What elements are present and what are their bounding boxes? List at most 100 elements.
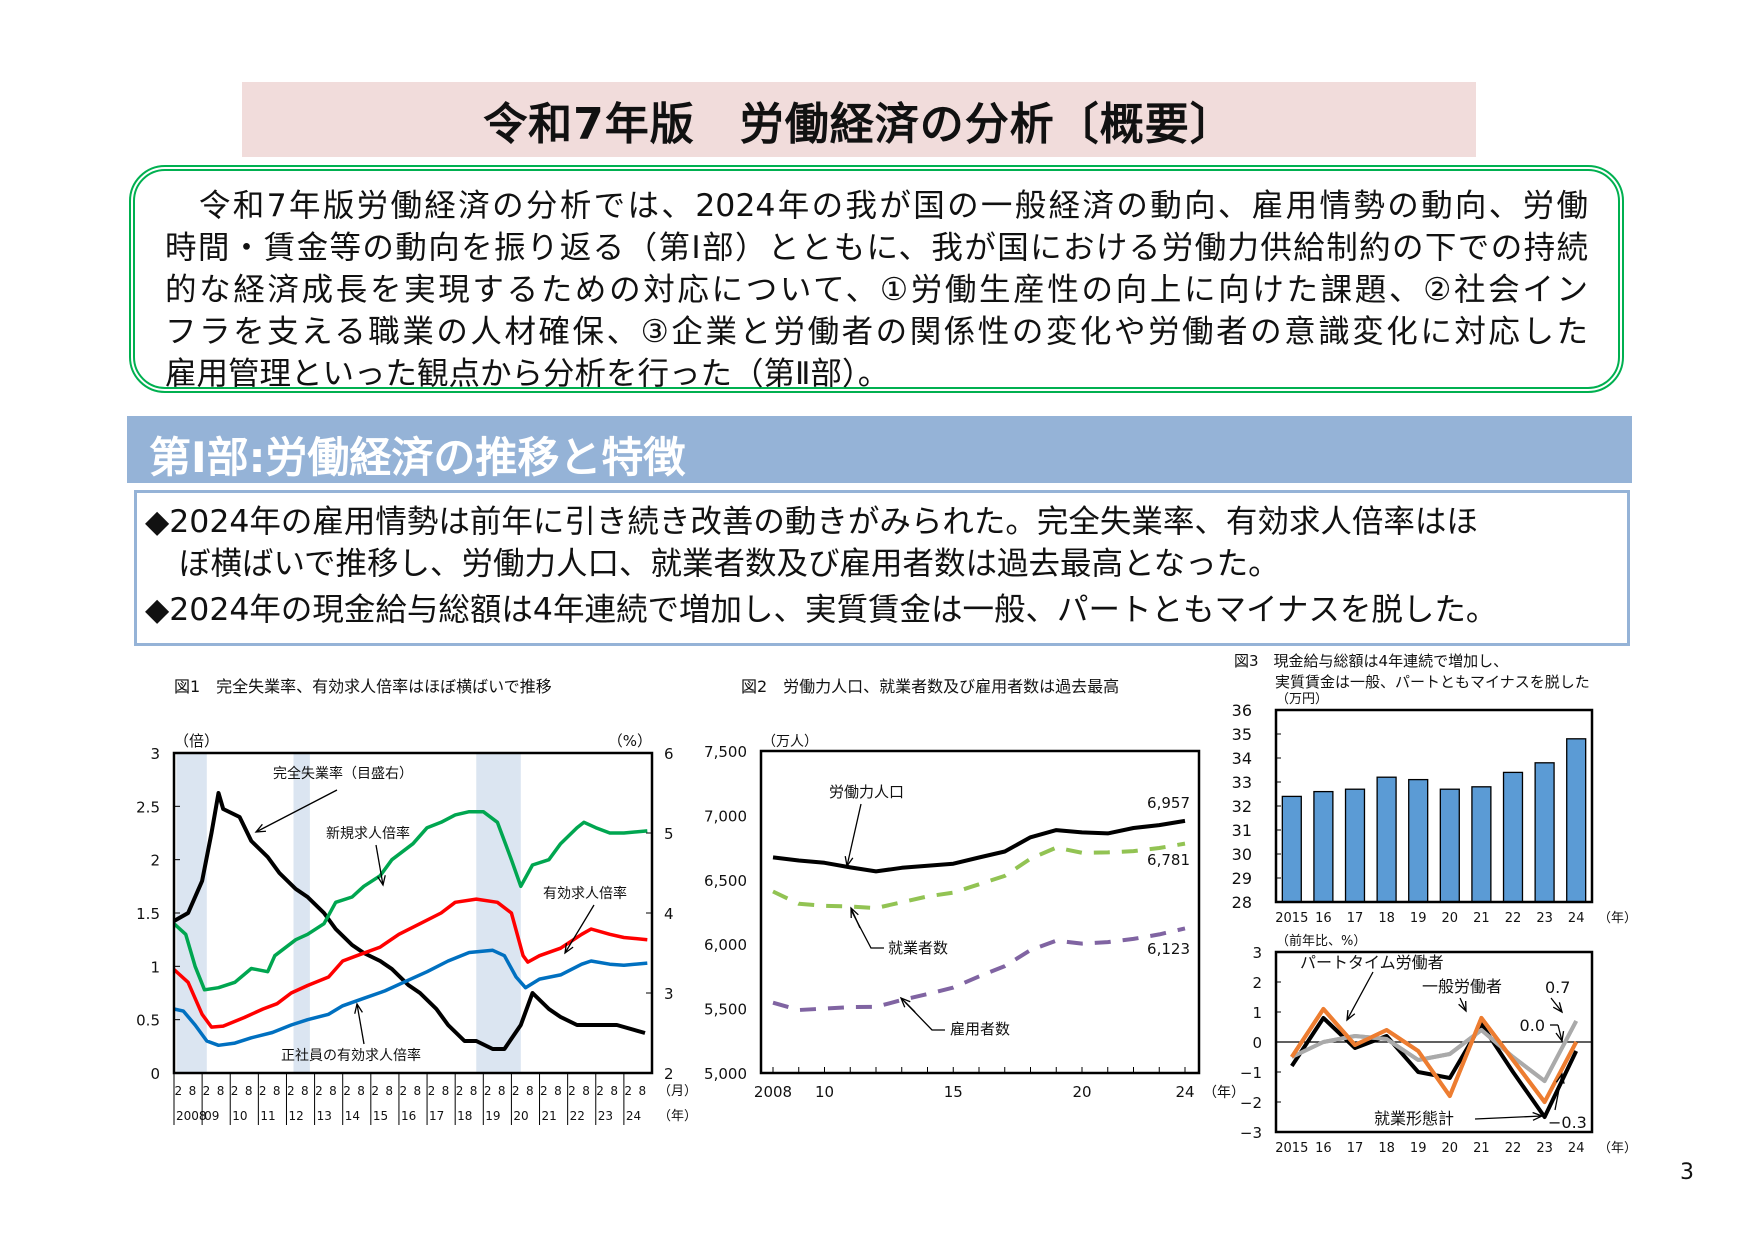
annotation-arrow <box>255 789 338 833</box>
y-tick-label: 31 <box>1232 821 1252 840</box>
shaded-period <box>176 753 207 1073</box>
x-year-label: 16 <box>401 1109 416 1123</box>
x-tick-label: 24 <box>1568 1141 1585 1156</box>
arrowhead-icon <box>1346 1009 1356 1022</box>
bar <box>1376 776 1397 903</box>
x-tick-label: 2008 <box>754 1083 792 1101</box>
arrowhead-icon <box>899 996 911 1008</box>
y-tick-label: 30 <box>1232 845 1252 864</box>
bar <box>1344 788 1366 903</box>
x-tick-label: 17 <box>1347 1141 1364 1156</box>
x-axis-unit: （年） <box>1598 1141 1637 1156</box>
end-value-label: 6,781 <box>1147 851 1190 869</box>
y-tick-label: −2 <box>1240 1094 1262 1112</box>
x-month-label: 8 <box>582 1084 590 1098</box>
x-tick-label: 10 <box>815 1083 834 1101</box>
bullet-item: ◆2024年の現金給与総額は4年連続で増加し、実質賃金は一般、パートともマイナス… <box>145 589 1617 631</box>
bar <box>1408 778 1429 903</box>
annotation-arrow <box>850 909 884 949</box>
arrowhead-icon <box>1555 1031 1565 1043</box>
y-tick-label: 34 <box>1232 749 1252 768</box>
y-tick-label: 5,000 <box>704 1065 747 1083</box>
x-month-label: 8 <box>638 1084 646 1098</box>
x-tick-label: 23 <box>1536 911 1553 926</box>
bar <box>1281 795 1302 903</box>
x-tick-label: 20 <box>1442 1141 1459 1156</box>
x-month-label: 2 <box>371 1084 379 1098</box>
y-tick-label: 7,500 <box>704 743 747 761</box>
x-year-label: 19 <box>485 1109 500 1123</box>
y-tick-label: 6,500 <box>704 872 747 890</box>
series-line-1 <box>172 809 648 992</box>
y-tick-label-right: 4 <box>664 905 674 923</box>
chart-title: 図1 完全失業率、有効求人倍率はほぼ横ばいで推移 <box>174 677 552 696</box>
x-year-label: 10 <box>232 1109 247 1123</box>
x-month-label: 2 <box>175 1084 183 1098</box>
bullet-item-continued: ぼ横ばいで推移し、労働力人口、就業者数及び雇用者数は過去最高となった。 <box>179 546 1280 582</box>
series-line-2 <box>772 926 1186 1012</box>
series-label: パートタイム労働者 <box>1300 953 1444 972</box>
x-month-label: 8 <box>189 1084 197 1098</box>
x-month-label: 8 <box>273 1084 281 1098</box>
arrowhead-icon <box>1458 1000 1467 1013</box>
x-year-label: 22 <box>570 1109 585 1123</box>
x-tick-label: 16 <box>1315 911 1332 926</box>
x-tick-label: 20 <box>1442 911 1459 926</box>
diamond-icon: ◆ <box>145 504 170 540</box>
x-month-label: 2 <box>231 1084 239 1098</box>
annotation-arrow <box>1557 1024 1563 1042</box>
arrowhead-icon <box>1555 1072 1565 1084</box>
series-line-1 <box>1290 1007 1578 1104</box>
x-tick-label: 17 <box>1347 911 1364 926</box>
x-month-label: 8 <box>301 1084 309 1098</box>
end-value-label: 6,123 <box>1147 940 1190 958</box>
plot-frame <box>172 751 654 1075</box>
series-line-0 <box>772 818 1186 874</box>
x-tick-label: 18 <box>1378 911 1395 926</box>
series-line-1 <box>772 841 1186 911</box>
series-line-0 <box>173 791 646 1051</box>
arrowhead-icon <box>564 943 574 955</box>
x-year-label: 17 <box>429 1109 444 1123</box>
y-axis-label-right: （%） <box>608 732 652 750</box>
y-tick-label-left: 2.5 <box>136 798 160 816</box>
x-year-label: 24 <box>626 1109 641 1123</box>
x-month-label: 2 <box>596 1084 604 1098</box>
summary-line: 的な経済成長を実現するための対応について、①労働生産性の向上に向けた課題、②社会… <box>165 272 1588 308</box>
x-month-label: 2 <box>624 1084 632 1098</box>
series-label: 雇用者数 <box>950 1020 1010 1038</box>
x-month-label: 8 <box>610 1084 618 1098</box>
x-month-label: 2 <box>484 1084 492 1098</box>
x-year-label: 13 <box>317 1109 332 1123</box>
x-month-label: 2 <box>203 1084 211 1098</box>
x-month-label: 2 <box>343 1084 351 1098</box>
y-tick-label: 6,000 <box>704 936 747 954</box>
y-tick-label: −3 <box>1240 1124 1262 1142</box>
arrowhead-icon <box>844 856 854 868</box>
series-line-2 <box>172 897 648 1029</box>
x-tick-label: 19 <box>1410 911 1427 926</box>
arrowhead-icon <box>850 906 859 919</box>
shaded-period <box>293 753 310 1073</box>
x-month-label: 8 <box>245 1084 253 1098</box>
bullet-text: 2024年の現金給与総額は4年連続で増加し、実質賃金は一般、パートともマイナスを… <box>169 592 1498 628</box>
y-tick-label-right: 3 <box>664 985 674 1003</box>
series-label: 正社員の有効求人倍率 <box>281 1047 421 1064</box>
plot-frame <box>759 749 1201 1075</box>
y-tick-label: 36 <box>1232 701 1252 720</box>
summary-box: 令和7年版労働経済の分析では、2024年の我が国の一般経済の動向、雇用情勢の動向… <box>129 165 1624 393</box>
annotation-arrow <box>1459 997 1467 1012</box>
x-year-label: 11 <box>260 1109 275 1123</box>
bar <box>1534 762 1555 903</box>
x-month-label: 2 <box>399 1084 407 1098</box>
annotation-arrow <box>904 1001 945 1031</box>
y-tick-label-right: 6 <box>664 745 674 763</box>
x-month-label: 8 <box>357 1084 365 1098</box>
y-tick-label-left: 0.5 <box>136 1012 160 1030</box>
chart-title: 実質賃金は一般、パートともマイナスを脱した <box>1275 673 1590 691</box>
series-label: 完全失業率（目盛右） <box>273 765 413 782</box>
annotation-arrow <box>1554 1073 1563 1111</box>
x-year-label: 14 <box>345 1109 360 1123</box>
y-axis-label-left: （倍） <box>174 732 219 750</box>
